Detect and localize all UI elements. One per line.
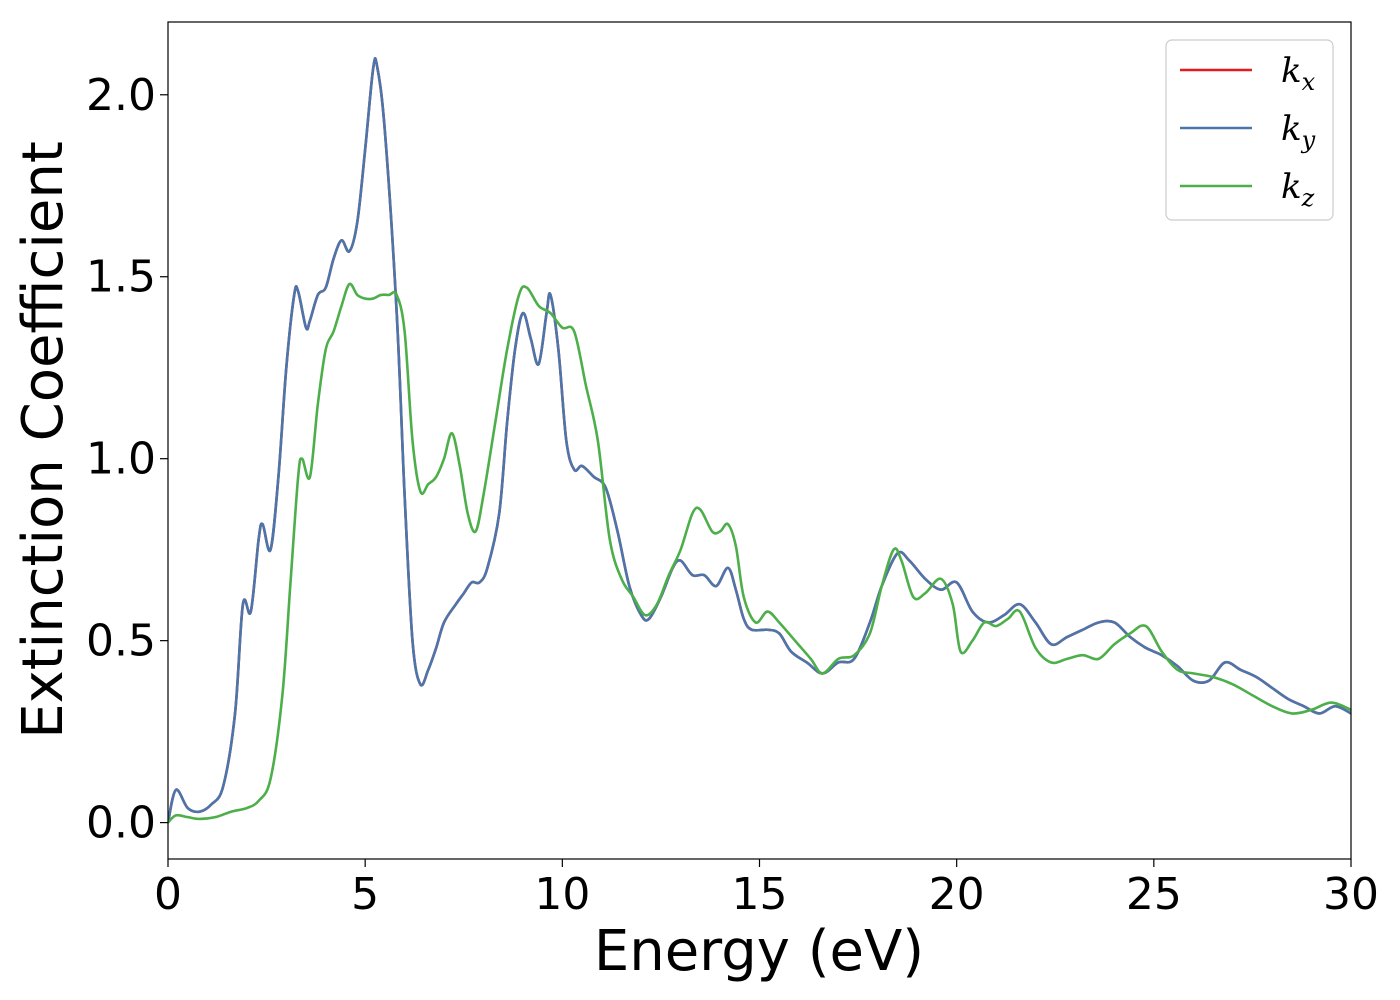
series-layer [168,57,1351,824]
y-tick-label: 2.0 [86,70,156,121]
x-axis-label: Energy (eV) [594,919,924,984]
legend-label-x: kx [1281,51,1316,96]
y-axis: 0.0 0.5 1.0 1.5 2.0 [86,70,168,849]
x-tick-label: 15 [732,869,788,920]
legend-label-y: ky [1281,109,1316,154]
legend-label-subscript: y [1301,126,1316,154]
x-tick-label: 30 [1323,869,1379,920]
legend-label-main: k [1281,109,1302,149]
x-axis: 0 5 10 15 20 25 30 [154,859,1379,920]
y-tick-label: 1.5 [86,252,156,303]
y-tick-label: 0.0 [86,798,156,849]
x-tick-label: 20 [929,869,985,920]
x-tick-label: 25 [1126,869,1182,920]
legend-box [1165,39,1334,221]
series-line-y [168,57,1351,823]
x-tick-label: 5 [351,869,379,920]
y-tick-label: 1.0 [86,434,156,485]
y-axis-label: Extinction Coefficient [11,141,76,739]
legend-label-main: k [1281,167,1302,207]
legend-label-main: k [1281,51,1302,91]
legend-label-z: kz [1281,167,1315,212]
y-tick-label: 0.5 [86,616,156,667]
series-line-z [168,282,1351,824]
x-tick-label: 0 [154,869,182,920]
x-tick-label: 10 [534,869,590,920]
legend-label-subscript: z [1301,184,1315,212]
legend-label-subscript: x [1302,68,1316,96]
